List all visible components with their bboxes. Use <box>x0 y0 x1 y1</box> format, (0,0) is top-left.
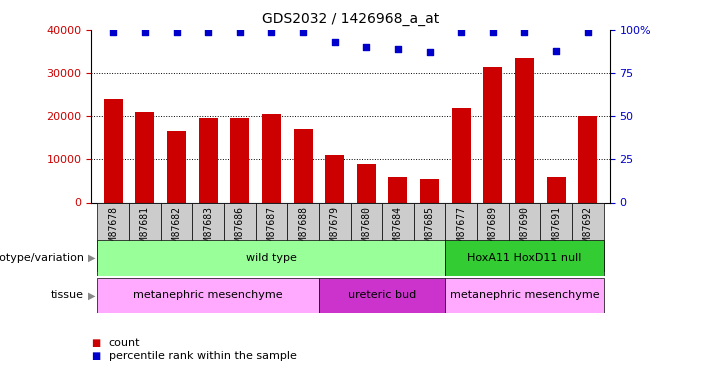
Point <box>329 39 340 45</box>
Text: GSM87685: GSM87685 <box>425 206 435 253</box>
Text: tissue: tissue <box>51 290 84 300</box>
FancyBboxPatch shape <box>319 202 350 272</box>
Point <box>487 29 498 35</box>
Text: GSM87690: GSM87690 <box>519 206 529 253</box>
Point <box>582 29 593 35</box>
Text: GSM87687: GSM87687 <box>266 206 276 253</box>
Bar <box>167 131 186 203</box>
FancyBboxPatch shape <box>97 240 445 276</box>
FancyBboxPatch shape <box>97 202 129 272</box>
FancyBboxPatch shape <box>540 202 572 272</box>
FancyBboxPatch shape <box>129 202 161 272</box>
Point <box>139 29 151 35</box>
Text: HoxA11 HoxD11 null: HoxA11 HoxD11 null <box>468 253 582 263</box>
FancyBboxPatch shape <box>509 202 540 272</box>
Text: GSM87692: GSM87692 <box>583 206 593 253</box>
Text: metanephric mesenchyme: metanephric mesenchyme <box>449 290 599 300</box>
FancyBboxPatch shape <box>161 202 192 272</box>
Point <box>456 29 467 35</box>
Bar <box>484 67 503 203</box>
Bar <box>515 58 534 202</box>
Point <box>550 48 562 54</box>
FancyBboxPatch shape <box>319 278 445 313</box>
Text: ■: ■ <box>91 351 100 361</box>
Point <box>424 50 435 55</box>
Text: GSM87683: GSM87683 <box>203 206 213 253</box>
FancyBboxPatch shape <box>192 202 224 272</box>
Bar <box>104 99 123 202</box>
FancyBboxPatch shape <box>287 202 319 272</box>
Text: GSM87682: GSM87682 <box>172 206 182 253</box>
FancyBboxPatch shape <box>382 202 414 272</box>
Text: GSM87678: GSM87678 <box>108 206 118 253</box>
Text: GSM87681: GSM87681 <box>140 206 150 253</box>
Text: GSM87691: GSM87691 <box>551 206 561 253</box>
Bar <box>357 164 376 202</box>
Point <box>297 29 308 35</box>
Point <box>519 29 530 35</box>
Bar <box>231 118 250 202</box>
Point <box>108 29 119 35</box>
Bar <box>388 177 407 203</box>
FancyBboxPatch shape <box>414 202 445 272</box>
Text: wild type: wild type <box>246 253 297 263</box>
Bar <box>420 179 439 203</box>
Text: GSM87688: GSM87688 <box>298 206 308 253</box>
Bar <box>547 177 566 203</box>
Text: GSM87679: GSM87679 <box>329 206 340 253</box>
Bar <box>135 112 154 202</box>
Text: GSM87680: GSM87680 <box>361 206 372 253</box>
FancyBboxPatch shape <box>572 202 604 272</box>
FancyBboxPatch shape <box>350 202 382 272</box>
Text: GSM87677: GSM87677 <box>456 206 466 253</box>
Text: GSM87689: GSM87689 <box>488 206 498 253</box>
Text: ▶: ▶ <box>88 253 95 263</box>
FancyBboxPatch shape <box>445 240 604 276</box>
Text: ■: ■ <box>91 338 100 348</box>
Text: metanephric mesenchyme: metanephric mesenchyme <box>133 290 283 300</box>
Text: ▶: ▶ <box>88 290 95 300</box>
FancyBboxPatch shape <box>224 202 256 272</box>
FancyBboxPatch shape <box>477 202 509 272</box>
Bar <box>262 114 281 202</box>
Bar <box>325 155 344 203</box>
Point <box>393 46 404 52</box>
Title: GDS2032 / 1426968_a_at: GDS2032 / 1426968_a_at <box>262 12 439 26</box>
Bar <box>451 108 470 202</box>
Text: ureteric bud: ureteric bud <box>348 290 416 300</box>
FancyBboxPatch shape <box>97 278 319 313</box>
Point <box>234 29 245 35</box>
Text: percentile rank within the sample: percentile rank within the sample <box>109 351 297 361</box>
Point <box>266 29 277 35</box>
Point <box>203 29 214 35</box>
Text: GSM87686: GSM87686 <box>235 206 245 253</box>
FancyBboxPatch shape <box>445 202 477 272</box>
Bar <box>294 129 313 203</box>
FancyBboxPatch shape <box>256 202 287 272</box>
Bar <box>578 116 597 202</box>
FancyBboxPatch shape <box>445 278 604 313</box>
Text: genotype/variation: genotype/variation <box>0 253 84 263</box>
Bar <box>198 118 217 202</box>
Text: GSM87684: GSM87684 <box>393 206 403 253</box>
Point <box>171 29 182 35</box>
Point <box>361 44 372 50</box>
Text: count: count <box>109 338 140 348</box>
